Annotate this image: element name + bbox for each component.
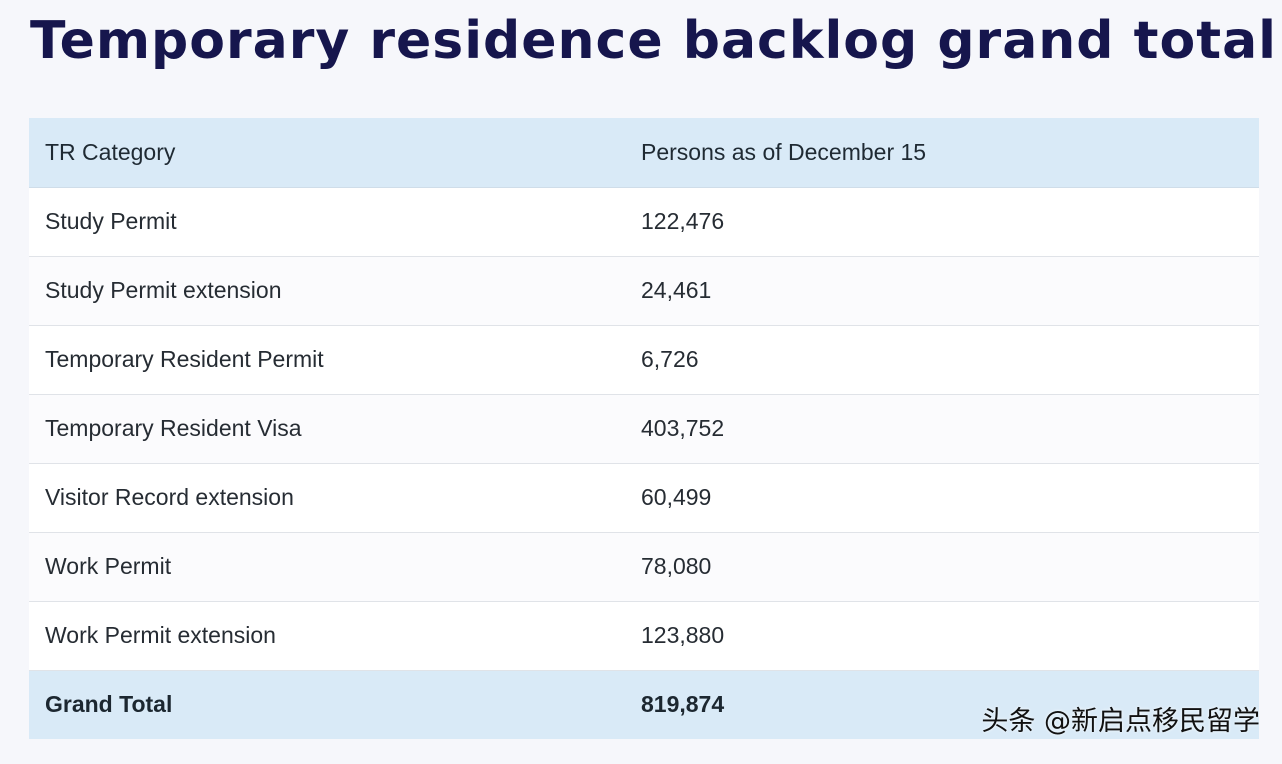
- grand-total-label: Grand Total: [29, 670, 625, 739]
- persons-cell: 60,499: [625, 463, 1259, 533]
- table-header-row: TR Category Persons as of December 15: [29, 118, 1259, 188]
- persons-cell: 123,880: [625, 601, 1259, 671]
- header-persons: Persons as of December 15: [625, 118, 1259, 188]
- category-cell: Work Permit extension: [29, 601, 625, 671]
- persons-cell: 78,080: [625, 532, 1259, 602]
- table-row: Temporary Resident Visa 403,752: [29, 394, 1259, 464]
- table-row: Visitor Record extension 60,499: [29, 463, 1259, 533]
- category-cell: Work Permit: [29, 532, 625, 602]
- table-row: Work Permit 78,080: [29, 532, 1259, 602]
- table-row: Study Permit 122,476: [29, 187, 1259, 257]
- category-cell: Visitor Record extension: [29, 463, 625, 533]
- page-title: Temporary residence backlog grand total: [30, 11, 1277, 71]
- persons-cell: 122,476: [625, 187, 1259, 257]
- grand-total-row: Grand Total 819,874: [29, 670, 1259, 739]
- category-cell: Study Permit: [29, 187, 625, 257]
- persons-cell: 24,461: [625, 256, 1259, 326]
- category-cell: Study Permit extension: [29, 256, 625, 326]
- watermark-text: 头条 @新启点移民留学: [981, 706, 1260, 737]
- persons-cell: 6,726: [625, 325, 1259, 395]
- category-cell: Temporary Resident Permit: [29, 325, 625, 395]
- backlog-table: TR Category Persons as of December 15 St…: [29, 118, 1259, 739]
- table-row: Temporary Resident Permit 6,726: [29, 325, 1259, 395]
- backlog-table-container: TR Category Persons as of December 15 St…: [29, 118, 1259, 739]
- table-row: Work Permit extension 123,880: [29, 601, 1259, 671]
- persons-cell: 403,752: [625, 394, 1259, 464]
- table-row: Study Permit extension 24,461: [29, 256, 1259, 326]
- header-tr-category: TR Category: [29, 118, 625, 188]
- grand-total-value: 819,874: [625, 670, 1259, 739]
- category-cell: Temporary Resident Visa: [29, 394, 625, 464]
